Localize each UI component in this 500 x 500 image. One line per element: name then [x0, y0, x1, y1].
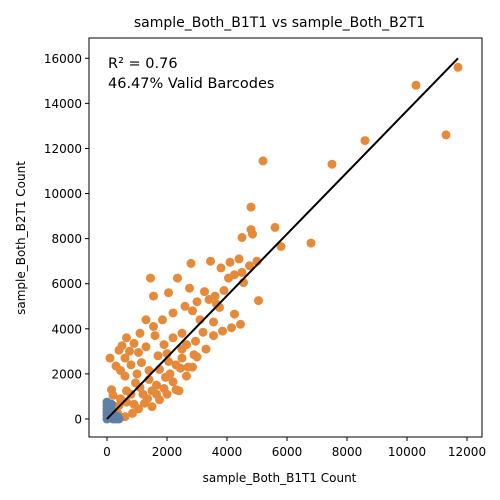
valid-point [152, 390, 161, 399]
valid-point [187, 259, 196, 268]
valid-point [182, 372, 191, 381]
valid-point [146, 274, 155, 283]
valid-point [254, 296, 263, 305]
y-tick-label: 4000 [51, 322, 82, 336]
valid-point [106, 354, 115, 363]
valid-point [125, 347, 134, 356]
valid-point [199, 328, 208, 337]
x-tick-label: 2000 [152, 445, 183, 459]
valid-point [247, 203, 256, 212]
valid-point [193, 297, 202, 306]
valid-point [185, 284, 194, 293]
valid-point [130, 339, 139, 348]
valid-point [151, 331, 160, 340]
y-tick-label: 16000 [44, 52, 82, 66]
y-tick-label: 12000 [44, 142, 82, 156]
valid-point [122, 333, 131, 342]
valid-point [209, 331, 218, 340]
y-tick-label: 10000 [44, 187, 82, 201]
valid-point [206, 257, 215, 266]
valid-point [178, 329, 187, 338]
x-axis-ticks: 0 2000 4000 6000 8000 10000 12000 [103, 437, 486, 459]
valid-point [191, 337, 200, 346]
valid-point [161, 373, 170, 382]
valid-point [158, 315, 167, 324]
valid-point [169, 309, 178, 318]
regression-line [107, 58, 458, 419]
valid-point [112, 362, 121, 371]
valid-point [188, 363, 197, 372]
x-tick-label: 8000 [332, 445, 363, 459]
valid-point [142, 315, 151, 324]
y-tick-label: 14000 [44, 97, 82, 111]
x-tick-label: 10000 [388, 445, 426, 459]
valid-point [230, 310, 239, 319]
y-tick-label: 0 [74, 412, 82, 426]
valid-point [218, 327, 227, 336]
valid-point [217, 263, 226, 272]
x-tick-label: 4000 [212, 445, 243, 459]
valid-point [220, 286, 229, 295]
valid-point [154, 351, 163, 360]
x-tick-label: 0 [103, 445, 111, 459]
y-tick-label: 2000 [51, 367, 82, 381]
valid-point [137, 358, 146, 367]
valid-point [127, 360, 136, 369]
valid-point [307, 239, 316, 248]
valid-point [193, 353, 202, 362]
valid-point [181, 302, 190, 311]
valid-point [209, 318, 218, 327]
valid-point [271, 223, 280, 232]
valid-point [248, 230, 257, 239]
valid-point [143, 394, 152, 403]
y-tick-label: 8000 [51, 232, 82, 246]
valid-point [169, 333, 178, 342]
invalid-point [107, 400, 116, 409]
valid-point [169, 377, 178, 386]
valid-point [160, 340, 169, 349]
valid-point [163, 390, 172, 399]
valid-point [412, 81, 421, 90]
valid-point [142, 342, 151, 351]
valid-point [238, 233, 247, 242]
valid-point [178, 354, 187, 363]
valid-point [134, 348, 143, 357]
chart-title: sample_Both_B1T1 vs sample_Both_B2T1 [134, 15, 425, 31]
valid-point [235, 254, 244, 263]
valid-point [149, 322, 158, 331]
valid-point [148, 402, 157, 411]
valid-point [173, 274, 182, 283]
valid-point [227, 323, 236, 332]
valid-point [454, 63, 463, 72]
invalid-point [115, 415, 124, 424]
x-tick-label: 6000 [272, 445, 303, 459]
r-squared-annotation: R² = 0.76 [108, 56, 178, 72]
x-axis-label: sample_Both_B1T1 Count [203, 471, 357, 485]
valid-point [328, 160, 337, 169]
valid-point [205, 295, 214, 304]
valid-point [202, 345, 211, 354]
valid-point [176, 364, 185, 373]
valid-point [200, 287, 209, 296]
valid-point [136, 329, 145, 338]
valid-point [361, 136, 370, 145]
valid-point [115, 346, 124, 355]
valid-point [236, 320, 245, 329]
valid-point [226, 258, 235, 267]
valid-point [259, 156, 268, 165]
valid-point [133, 369, 142, 378]
valid-point [149, 292, 158, 301]
y-axis-ticks: 0 2000 4000 6000 8000 10000 12000 14000 16000 [44, 52, 89, 427]
valid-point [442, 130, 451, 139]
valid-point [164, 288, 173, 297]
x-tick-label: 12000 [448, 445, 486, 459]
valid-point [188, 306, 197, 315]
valid-point [175, 386, 184, 395]
valid-point [224, 274, 233, 283]
valid-barcodes-annotation: 46.47% Valid Barcodes [108, 76, 274, 92]
y-axis-label: sample_Both_B2T1 Count [14, 161, 28, 315]
y-tick-label: 6000 [51, 277, 82, 291]
